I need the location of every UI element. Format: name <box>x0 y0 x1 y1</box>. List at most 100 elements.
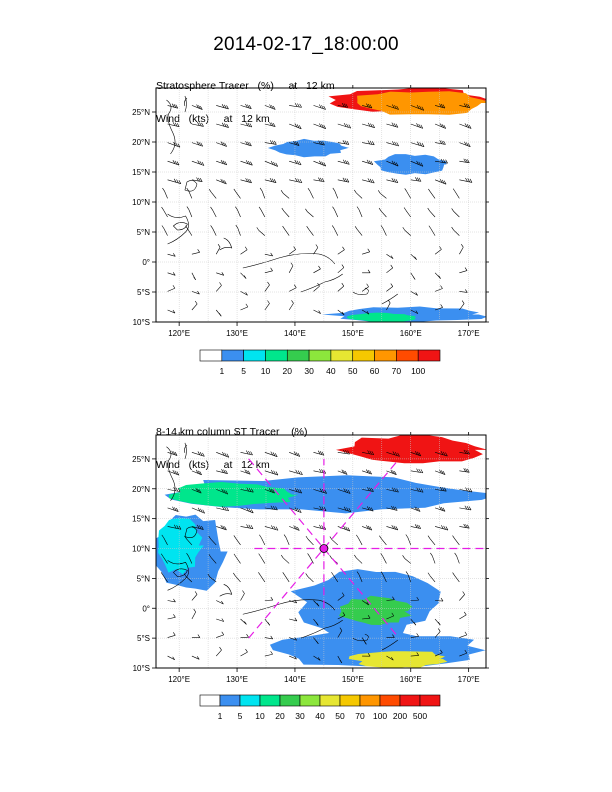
wind-barb <box>410 596 419 601</box>
wind-barb <box>362 615 371 620</box>
wind-barb <box>404 188 411 199</box>
wind-barb <box>337 506 352 512</box>
colorbar-box <box>299 694 321 707</box>
coastline <box>183 444 188 454</box>
wind-barb <box>331 572 339 583</box>
colorbar-box <box>379 694 401 707</box>
wind-barb <box>362 487 374 492</box>
wind-barb <box>167 309 176 314</box>
wind-barb <box>410 506 421 512</box>
wind-barb <box>362 506 374 512</box>
wind-barb <box>216 618 225 622</box>
coastline <box>184 526 198 538</box>
wind-barb <box>289 284 297 292</box>
wind-barb <box>264 651 273 657</box>
wind-barb <box>240 141 252 147</box>
wind-barb <box>410 450 422 457</box>
wind-barb <box>410 618 417 626</box>
wind-barb <box>386 283 394 292</box>
wind-barb <box>191 524 204 530</box>
wind-barb <box>386 299 391 311</box>
colorbar-label: 100 <box>411 366 425 376</box>
wind-barb <box>410 487 424 493</box>
y-tick-label: 10°N <box>132 545 150 554</box>
wind-barb <box>410 633 419 638</box>
wind-barb <box>459 468 470 473</box>
coastline <box>166 446 176 501</box>
y-tick-label: 10°N <box>132 198 150 207</box>
wind-barb <box>186 553 193 564</box>
wind-barb <box>216 631 224 638</box>
wind-barb <box>354 189 363 199</box>
wind-barb <box>452 535 460 546</box>
wind-barb <box>459 158 470 164</box>
coastline <box>300 273 343 293</box>
y-tick-label: 25°N <box>132 455 150 464</box>
coastline <box>219 584 233 597</box>
wind-barb <box>216 488 229 495</box>
wind-barb <box>306 226 314 236</box>
wind-barb <box>167 469 180 476</box>
wind-barb <box>167 178 182 185</box>
colorbar-label: 40 <box>326 366 336 376</box>
y-tick-label: 25°N <box>132 108 150 117</box>
wind-barb <box>216 159 228 166</box>
colorbar-label: 10 <box>261 366 271 376</box>
colorbar-label: 40 <box>315 711 325 721</box>
wind-barb <box>264 300 270 311</box>
coastline <box>242 253 336 269</box>
y-tick-label: 5°N <box>137 228 151 237</box>
wind-barb <box>216 178 227 185</box>
wind-barb <box>354 554 363 564</box>
wind-barb <box>313 600 320 607</box>
wind-barb <box>264 252 273 257</box>
wind-barb <box>167 272 176 276</box>
wind-barb <box>356 206 363 218</box>
wind-barb <box>240 487 254 493</box>
wind-barb <box>313 309 321 314</box>
wind-barb <box>435 597 444 602</box>
wind-barb <box>313 488 327 494</box>
wind-barb <box>191 300 198 311</box>
wind-barb <box>258 572 266 583</box>
wind-barb <box>240 633 249 638</box>
colorbar-box <box>279 694 301 707</box>
wind-barb <box>207 573 217 583</box>
wind-barb <box>233 572 241 583</box>
colorbar-label: 20 <box>283 366 293 376</box>
y-tick-label: 15°N <box>132 515 150 524</box>
colorbar-2: 1 5 10 20 30 40 50 70 100 200 500 <box>199 694 441 721</box>
wind-barb <box>191 160 205 166</box>
wind-barb <box>386 505 398 511</box>
y-tick-label: 15°N <box>132 168 150 177</box>
wind-barb <box>459 505 472 511</box>
wind-barb <box>167 632 176 638</box>
coastline <box>381 639 398 651</box>
wind-barb <box>337 592 345 601</box>
colorbar-box <box>419 694 441 707</box>
wind-barb <box>402 555 411 564</box>
wind-barb <box>313 104 326 110</box>
wind-barb <box>386 612 395 620</box>
colorbar-label: 1 <box>219 366 224 376</box>
wind-barb <box>191 655 200 660</box>
wind-barb <box>307 188 314 199</box>
wind-barb <box>264 281 270 292</box>
wind-barb <box>459 123 472 129</box>
coastline <box>172 568 188 577</box>
tracer-region <box>348 651 448 668</box>
wind-barb <box>216 272 225 276</box>
wind-barb <box>410 468 424 474</box>
wind-barb <box>233 553 241 564</box>
wind-barb <box>361 525 373 531</box>
wind-barb <box>410 291 418 296</box>
tracer-region <box>158 518 204 575</box>
wind-barb <box>361 600 369 606</box>
wind-barb <box>331 225 339 236</box>
colorbar-label: 10 <box>255 711 265 721</box>
colorbar-label: 200 <box>393 711 407 721</box>
wind-barb <box>235 206 241 218</box>
wind-barb <box>186 187 193 199</box>
wind-barb <box>405 534 412 546</box>
